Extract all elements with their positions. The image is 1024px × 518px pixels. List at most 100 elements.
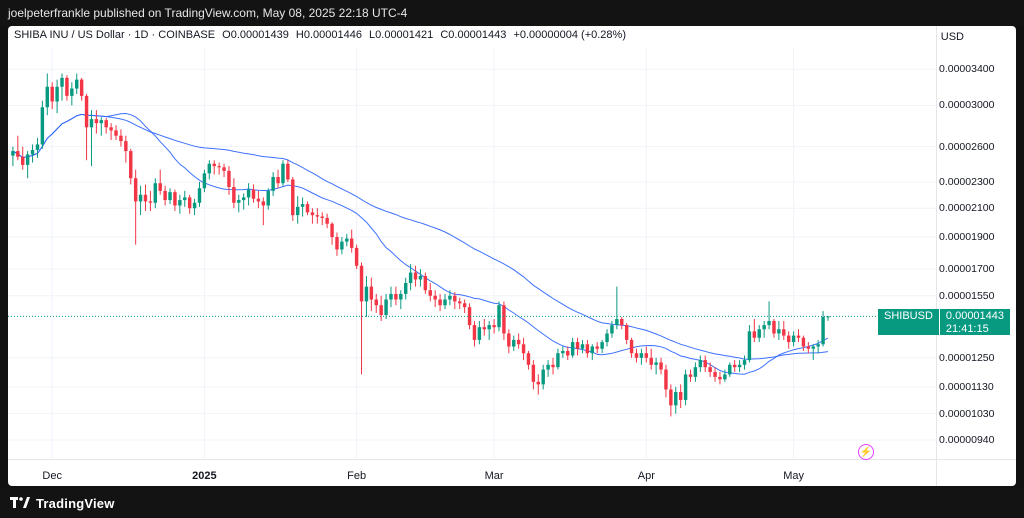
price-tick-label: 0.00001130 bbox=[939, 380, 994, 393]
candle-body bbox=[811, 346, 815, 349]
candle-body bbox=[379, 305, 383, 315]
candle-body bbox=[624, 325, 629, 340]
candle bbox=[21, 146, 25, 170]
candle-body bbox=[84, 95, 89, 128]
candle bbox=[615, 286, 619, 330]
candle-body bbox=[70, 88, 74, 96]
publisher-text: joelpeterfrankle published on TradingVie… bbox=[8, 6, 408, 20]
candle bbox=[300, 197, 305, 217]
price-tag-price: 0.00001443 bbox=[945, 310, 1005, 323]
price-tick-label: 0.00001900 bbox=[939, 231, 995, 244]
candle-body bbox=[305, 204, 310, 213]
candle bbox=[757, 325, 761, 343]
candle-body bbox=[502, 305, 506, 334]
candle bbox=[340, 237, 344, 255]
candle bbox=[104, 118, 108, 134]
price-tick-label: 0.00001030 bbox=[939, 407, 995, 420]
candle bbox=[202, 169, 207, 193]
candle-body bbox=[718, 376, 722, 380]
candle bbox=[649, 348, 653, 370]
candle bbox=[777, 321, 781, 340]
candle bbox=[654, 357, 658, 375]
candle bbox=[595, 342, 599, 354]
candle bbox=[556, 348, 560, 370]
candle bbox=[443, 293, 447, 310]
candle bbox=[762, 321, 766, 338]
candle-body bbox=[153, 183, 158, 203]
candle bbox=[693, 362, 698, 382]
candle bbox=[276, 169, 280, 189]
candle bbox=[178, 194, 182, 214]
candle bbox=[192, 198, 197, 216]
legend-close: C0.00001443 bbox=[440, 29, 507, 41]
candle bbox=[791, 331, 796, 347]
candle-body bbox=[433, 295, 437, 300]
price-tick-label: 0.00001250 bbox=[939, 351, 995, 364]
candle-body bbox=[374, 299, 378, 306]
lightning-icon[interactable]: ⚡ bbox=[858, 444, 874, 460]
candle-body bbox=[821, 316, 825, 345]
candle-body bbox=[796, 335, 801, 338]
candle bbox=[163, 185, 167, 206]
candle-body bbox=[129, 151, 133, 179]
candle bbox=[639, 348, 644, 365]
candle bbox=[453, 292, 457, 310]
candle bbox=[551, 357, 555, 375]
candle-body bbox=[408, 272, 413, 284]
candle bbox=[89, 110, 94, 167]
candle bbox=[423, 272, 428, 294]
candle bbox=[801, 335, 806, 351]
candle-body bbox=[217, 166, 221, 168]
candle-body bbox=[777, 329, 781, 334]
candle bbox=[659, 357, 663, 375]
candle-body bbox=[551, 364, 555, 368]
legend-open: O0.00001439 bbox=[222, 29, 289, 41]
candle-body bbox=[713, 371, 717, 377]
candle-body bbox=[79, 79, 84, 96]
time-tick-label: May bbox=[783, 470, 804, 482]
candle bbox=[752, 318, 757, 343]
candle-body bbox=[138, 194, 143, 202]
candle bbox=[153, 178, 158, 209]
candle-body bbox=[16, 151, 20, 157]
brand-name: TradingView bbox=[36, 495, 115, 511]
candle-body bbox=[644, 353, 649, 358]
candle bbox=[448, 290, 452, 306]
candle-body bbox=[89, 119, 94, 128]
time-tick-label: Feb bbox=[347, 470, 367, 482]
currency-label[interactable]: USD bbox=[940, 31, 964, 43]
candle-body bbox=[767, 321, 771, 326]
candle bbox=[133, 169, 138, 245]
candle bbox=[310, 208, 315, 224]
candle-body bbox=[183, 197, 187, 201]
chart-panel[interactable]: SHIBA INU / US Dollar · 1D · COINBASE O0… bbox=[8, 26, 1016, 486]
candle bbox=[330, 222, 334, 245]
candle bbox=[698, 355, 703, 372]
candle bbox=[610, 321, 614, 338]
candle-body bbox=[133, 178, 138, 202]
candle bbox=[266, 188, 270, 210]
candle bbox=[320, 212, 324, 226]
candle-body bbox=[30, 149, 35, 155]
price-tag-symbol: SHIBUSD bbox=[878, 309, 939, 336]
candle bbox=[359, 262, 364, 375]
candle bbox=[119, 129, 123, 147]
candle bbox=[325, 213, 329, 229]
candle bbox=[114, 125, 118, 141]
candle-body bbox=[202, 173, 207, 189]
candle bbox=[408, 264, 413, 291]
candle-body bbox=[124, 141, 128, 152]
candle bbox=[600, 339, 604, 354]
price-chart[interactable] bbox=[8, 26, 1016, 486]
candle-body bbox=[752, 331, 757, 338]
candle bbox=[369, 277, 374, 312]
candle bbox=[566, 346, 570, 361]
candle bbox=[561, 346, 565, 358]
candle bbox=[315, 208, 320, 224]
candle-body bbox=[546, 364, 550, 370]
candle bbox=[349, 229, 354, 253]
tradingview-logo[interactable]: TradingView bbox=[10, 496, 115, 511]
candle-body bbox=[649, 357, 653, 365]
candle bbox=[389, 286, 393, 308]
candle bbox=[703, 355, 707, 372]
